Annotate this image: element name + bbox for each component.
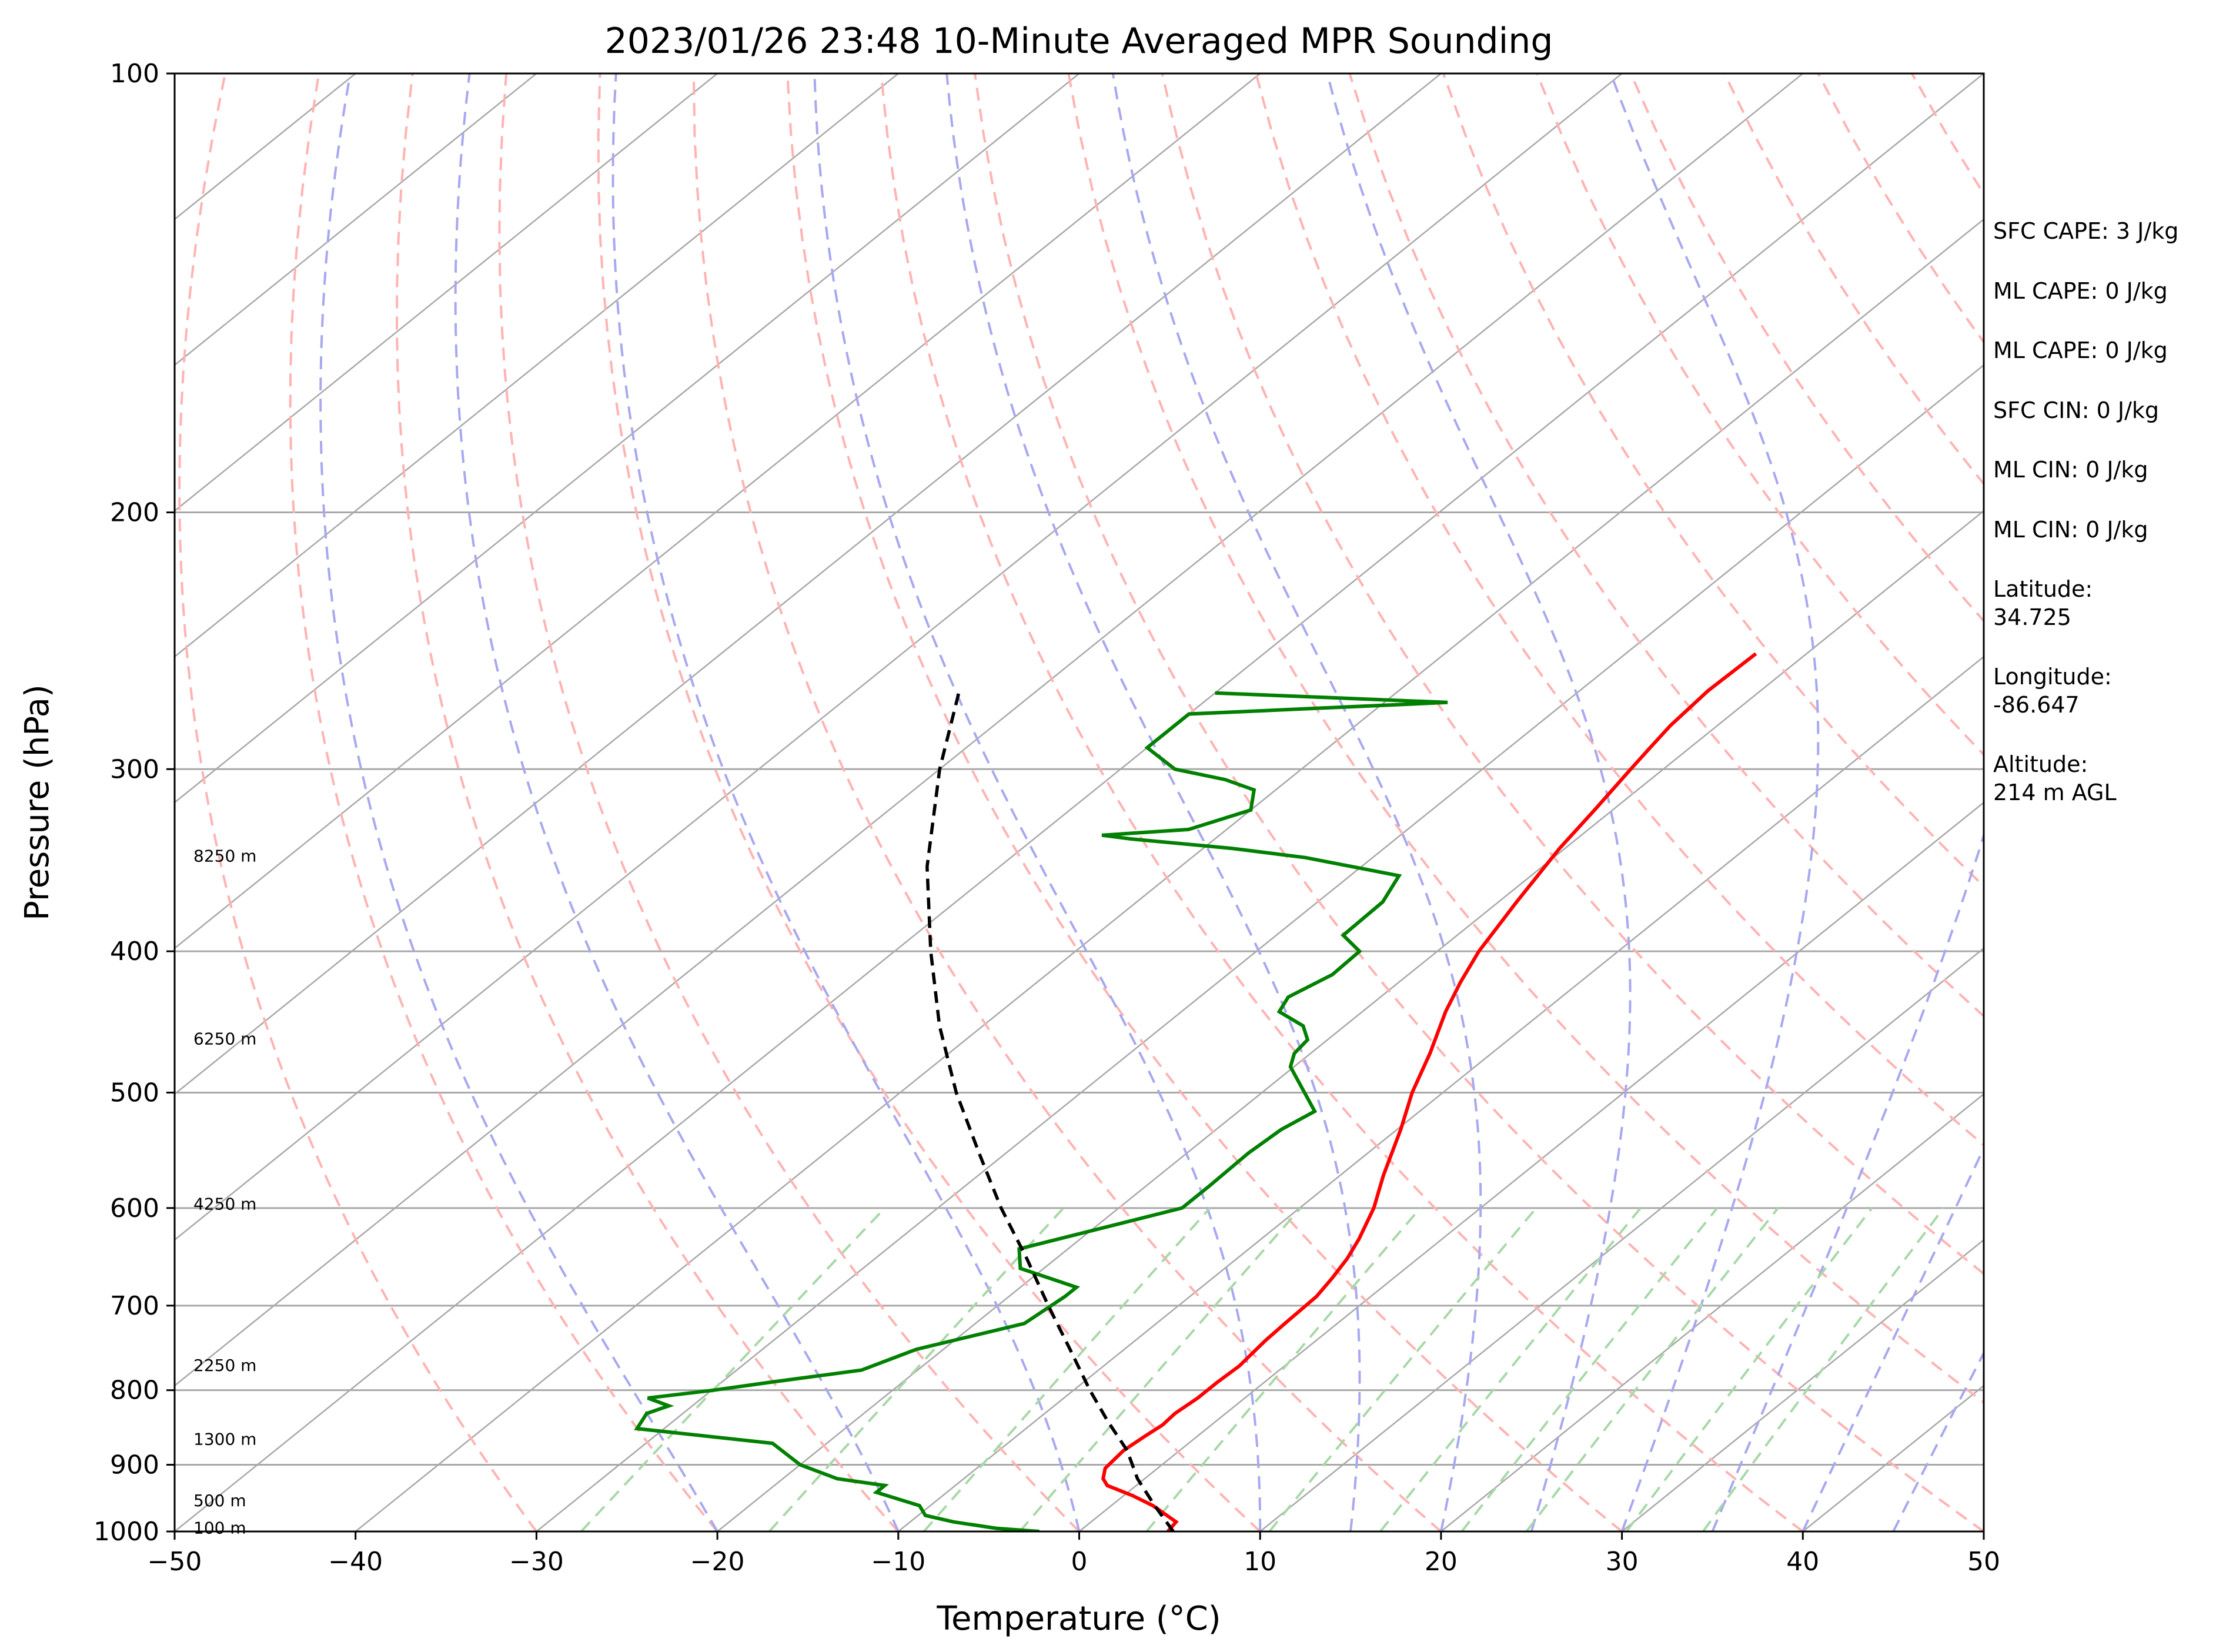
x-tick-label: −20 xyxy=(690,1547,745,1577)
ml-cin-text: ML CIN: 0 J/kg xyxy=(1993,457,2148,483)
chart-title: 2023/01/26 23:48 10-Minute Averaged MPR … xyxy=(605,21,1553,62)
mixing-ratio-line xyxy=(1145,1207,1422,1531)
latitude-text: Latitude: 34.725 xyxy=(1993,576,2093,630)
isotherm-line xyxy=(1078,801,1984,1531)
isotherm-line xyxy=(175,73,1984,1531)
dry-adiabat-line xyxy=(597,73,1261,1531)
moist-adiabat-line xyxy=(319,73,718,1531)
x-tick-label: 0 xyxy=(1071,1547,1088,1577)
isotherm-line xyxy=(175,73,537,366)
isotherm-line xyxy=(717,510,1984,1531)
mixing-ratio-line xyxy=(1702,1207,1945,1531)
ml-cin-text-2: ML CIN: 0 J/kg xyxy=(1993,516,2148,543)
moist-adiabat-line xyxy=(1892,1350,1984,1531)
mixing-ratio-line xyxy=(1460,1207,1719,1531)
sfc-cin-text: SFC CIN: 0 J/kg xyxy=(1993,397,2160,423)
isotherm-line xyxy=(175,73,718,512)
dry-adiabat-line xyxy=(1067,73,1984,1404)
sounding-stats-panel: SFC CAPE: 3 J/kg ML CAPE: 0 J/kg ML CAPE… xyxy=(1993,218,2222,838)
x-tick-label: −10 xyxy=(871,1547,925,1577)
x-axis-title: Temperature (°C) xyxy=(936,1600,1221,1638)
y-tick-label: 600 xyxy=(110,1193,159,1223)
altitude-text: Altitude: 214 m AGL xyxy=(1993,751,2117,805)
isotherm-line xyxy=(175,73,1623,1241)
height-label: 6250 m xyxy=(193,1029,256,1048)
ml-cape-text-2: ML CAPE: 0 J/kg xyxy=(1993,337,2168,363)
height-label: 2250 m xyxy=(193,1356,256,1375)
mixing-ratio-line xyxy=(580,1207,886,1531)
height-label: 500 m xyxy=(193,1491,246,1510)
x-tick-label: 20 xyxy=(1425,1547,1458,1577)
moist-adiabat-line xyxy=(611,73,1081,1531)
y-tick-label: 500 xyxy=(110,1078,159,1108)
dry-adiabat-line xyxy=(1255,73,1984,1147)
moist-adiabat-line xyxy=(945,73,1361,1531)
mixing-ratio-line xyxy=(1525,1207,1779,1531)
x-tick-label: −50 xyxy=(148,1547,202,1577)
dry-adiabat-line xyxy=(395,73,900,1531)
isotherm-line xyxy=(898,656,1984,1531)
isotherm-line xyxy=(175,73,1804,1387)
isotherm-line xyxy=(175,73,899,658)
mixing-ratio-line xyxy=(1268,1207,1538,1531)
isotherm-line xyxy=(175,73,1261,949)
x-tick-label: 50 xyxy=(1967,1547,2000,1577)
moist-adiabat-line xyxy=(1609,73,1820,1531)
x-tick-label: 10 xyxy=(1244,1547,1276,1577)
height-label: 4250 m xyxy=(193,1195,256,1214)
height-label: 100 m xyxy=(193,1519,246,1538)
dry-adiabat-line xyxy=(1161,73,1984,1276)
moist-adiabat-line xyxy=(1711,73,1984,1531)
x-tick-label: −30 xyxy=(509,1547,564,1577)
isotherm-line xyxy=(1440,1093,1984,1531)
isotherm-line xyxy=(175,73,1442,1095)
ml-cape-text: ML CAPE: 0 J/kg xyxy=(1993,277,2168,304)
sfc-cape-text: SFC CAPE: 3 J/kg xyxy=(1993,218,2179,244)
dry-adiabat-line xyxy=(178,73,538,1531)
dry-adiabat-line xyxy=(974,73,1984,1531)
mixing-ratio-line xyxy=(768,1207,1065,1531)
x-tick-label: 40 xyxy=(1786,1547,1819,1577)
height-label: 1300 m xyxy=(193,1430,256,1449)
x-tick-label: 30 xyxy=(1606,1547,1639,1577)
moist-adiabat-line xyxy=(813,73,1262,1531)
dewpoint-profile xyxy=(634,691,1448,1531)
y-tick-label: 400 xyxy=(110,937,159,967)
y-tick-label: 800 xyxy=(110,1376,159,1406)
y-tick-label: 300 xyxy=(110,754,159,784)
y-axis-title: Pressure (hPa) xyxy=(18,684,56,921)
dry-adiabat-line xyxy=(1442,73,1984,888)
mixing-ratio-line xyxy=(1625,1207,1873,1531)
mixing-ratio-line xyxy=(1018,1207,1302,1531)
isotherm-line xyxy=(536,364,1984,1531)
mixing-ratio-line xyxy=(923,1207,1211,1531)
x-tick-label: −40 xyxy=(328,1547,383,1577)
moist-adiabat-line xyxy=(1801,1145,1984,1531)
y-tick-label: 1000 xyxy=(93,1517,159,1547)
dry-adiabat-line xyxy=(786,73,1623,1531)
height-label: 8250 m xyxy=(193,847,256,866)
mixing-ratio-line xyxy=(1379,1207,1642,1531)
moist-adiabat-line xyxy=(1326,73,1632,1531)
dry-adiabat-line xyxy=(880,73,1804,1531)
temperature-profile xyxy=(1101,652,1757,1531)
moist-adiabat-line xyxy=(1111,73,1482,1531)
isotherm-line xyxy=(175,73,1080,804)
y-tick-label: 100 xyxy=(110,59,159,89)
y-tick-label: 900 xyxy=(110,1450,159,1480)
dry-adiabat-line xyxy=(498,73,1080,1531)
dry-adiabat-line xyxy=(692,73,1442,1531)
longitude-text: Longitude: -86.647 xyxy=(1993,664,2112,718)
dry-adiabat-line xyxy=(1348,73,1984,1018)
dry-adiabat-line xyxy=(289,73,718,1531)
parcel-profile xyxy=(925,690,1175,1531)
isotherm-line xyxy=(355,218,1984,1531)
isotherm-line xyxy=(1259,947,1984,1531)
moist-adiabat-line xyxy=(454,73,900,1531)
isotherm-line xyxy=(1621,1239,1984,1531)
y-tick-label: 700 xyxy=(110,1291,159,1321)
y-tick-label: 200 xyxy=(110,498,159,528)
